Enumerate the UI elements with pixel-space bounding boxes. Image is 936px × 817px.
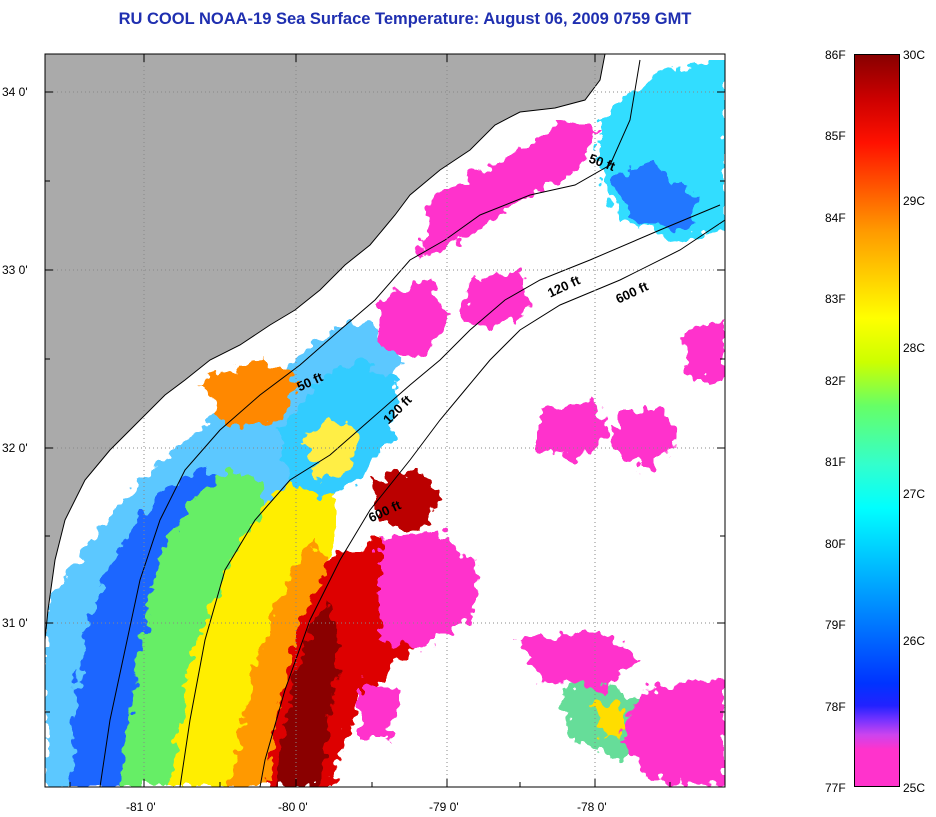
colorbar-label-85f: 85F — [825, 129, 846, 143]
graticule — [45, 54, 725, 787]
colorbar-label-81f: 81F — [825, 455, 846, 469]
lat-label-31: 31 0' — [2, 616, 28, 630]
colorbar-label-82f: 82F — [825, 374, 846, 388]
colorbar-label-79f: 79F — [825, 618, 846, 632]
frame-ticks — [45, 54, 725, 787]
lat-label-34: 34 0' — [2, 85, 28, 99]
land — [45, 54, 605, 640]
colorbar-label-84f: 84F — [825, 211, 846, 225]
colorbar-label-26c: 26C — [903, 634, 926, 648]
lon-label-79: -79 0' — [429, 800, 459, 814]
cool-patches — [240, 120, 725, 787]
lon-label-81: -81 0' — [126, 800, 156, 814]
map-title: RU COOL NOAA-19 Sea Surface Temperature:… — [118, 10, 692, 28]
lat-label-32: 32 0' — [2, 441, 28, 455]
coastline — [45, 54, 606, 641]
colorbar-label-77f: 77F — [825, 781, 846, 795]
map-frame — [44, 53, 726, 788]
lon-label-78: -78 0' — [577, 800, 607, 814]
colorbar-label-80f: 80F — [825, 537, 846, 551]
lon-label-80: -80 0' — [278, 800, 308, 814]
colorbar-label-29c: 29C — [903, 194, 926, 208]
lat-label-33: 33 0' — [2, 263, 28, 277]
colorbar-label-78f: 78F — [825, 700, 846, 714]
colorbar-label-25c: 25C — [903, 781, 926, 795]
temperature-colorbar — [854, 54, 900, 787]
colorbar-label-86f: 86F — [825, 48, 846, 62]
colorbar-label-83f: 83F — [825, 292, 846, 306]
colorbar-label-27c: 27C — [903, 487, 926, 501]
colorbar-label-28c: 28C — [903, 341, 926, 355]
colorbar-label-30c: 30C — [903, 48, 926, 62]
